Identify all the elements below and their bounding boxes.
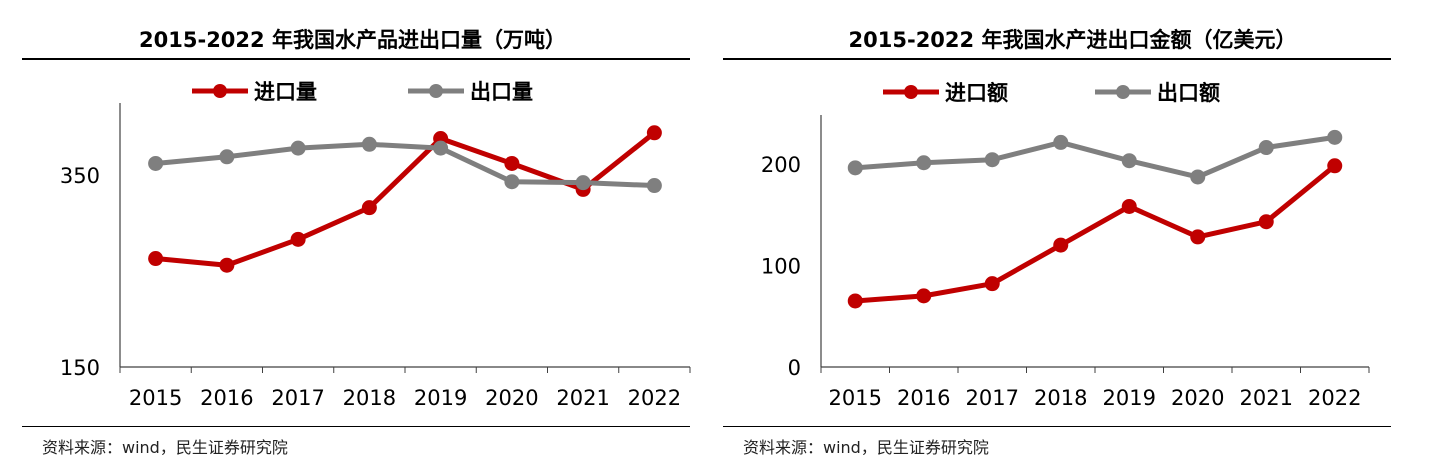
source-rule (723, 426, 1391, 427)
data-point (646, 125, 662, 141)
data-point (361, 136, 377, 152)
legend-label: 出口额 (1157, 81, 1220, 105)
data-point (916, 288, 932, 304)
x-tick-label: 2022 (628, 386, 681, 410)
data-point (847, 160, 863, 176)
x-tick-label: 2021 (1240, 386, 1293, 410)
y-tick-label: 100 (761, 254, 801, 278)
x-tick-label: 2016 (897, 386, 950, 410)
x-tick-label: 2015 (129, 386, 182, 410)
data-point (984, 152, 1000, 168)
import-export-volume-chart-panel: 2015-2022 年我国水产品进出口量（万吨） 2015 2016 2017 201… (0, 0, 705, 469)
series-line (855, 134, 1336, 180)
legend-label: 进口量 (254, 80, 317, 104)
legend-swatch-marker (904, 85, 918, 99)
x-tick-label: 2019 (1103, 386, 1156, 410)
y-tick-label: 150 (60, 356, 100, 380)
data-point (646, 178, 662, 194)
x-tick-label: 2022 (1308, 386, 1361, 410)
value-line-chart: 2015 2016 2017 2018 2019 2020 2021 2022 200 100 0 进… (761, 81, 1370, 410)
title-rule (22, 58, 690, 60)
legend-label: 出口量 (470, 80, 533, 104)
x-tick-label: 2020 (485, 386, 538, 410)
data-point (219, 257, 235, 273)
data-point (847, 293, 863, 309)
source-note: 资料来源：wind，民生证券研究院 (743, 438, 989, 457)
data-point (1053, 134, 1069, 150)
data-point (504, 174, 520, 190)
y-tick-label: 200 (761, 153, 801, 177)
x-tick-label: 2017 (966, 386, 1019, 410)
data-point (1190, 229, 1206, 245)
y-tick-label: 350 (60, 164, 100, 188)
chart-title: 2015-2022 年我国水产进出口金额（亿美元） (848, 28, 1297, 52)
x-tick-label: 2020 (1171, 386, 1224, 410)
legend-swatch-marker (429, 84, 443, 98)
data-point (916, 155, 932, 171)
source-rule (22, 426, 690, 427)
data-point (219, 149, 235, 165)
x-tick-label: 2015 (829, 386, 882, 410)
data-point (1121, 153, 1137, 169)
source-note: 资料来源：wind，民生证券研究院 (42, 438, 288, 457)
legend-swatch-marker (1116, 85, 1130, 99)
data-point (504, 155, 520, 171)
data-point (984, 276, 1000, 292)
import-export-value-chart-panel: 2015-2022 年我国水产进出口金额（亿美元） 2015 2016 2017 20… (715, 0, 1430, 469)
data-point (433, 140, 449, 156)
x-tick-label: 2016 (200, 386, 253, 410)
data-point (290, 140, 306, 156)
data-point (575, 175, 591, 191)
title-rule (723, 58, 1391, 60)
data-point (1258, 214, 1274, 230)
data-point (1121, 198, 1137, 214)
data-point (148, 155, 164, 171)
data-point (1053, 237, 1069, 253)
data-point (290, 231, 306, 247)
data-point (1190, 169, 1206, 185)
volume-line-chart: 2015 2016 2017 2018 2019 2020 2021 2022 350 150 进口… (60, 80, 691, 410)
x-tick-label: 2018 (1034, 386, 1087, 410)
series-line (855, 163, 1337, 304)
x-tick-label: 2021 (556, 386, 609, 410)
series-line (155, 141, 655, 189)
series-line (155, 130, 656, 268)
x-tick-label: 2019 (414, 386, 467, 410)
x-tick-label: 2017 (271, 386, 324, 410)
data-point (148, 251, 164, 267)
y-tick-label: 0 (788, 356, 801, 380)
legend-label: 进口额 (945, 81, 1008, 105)
x-tick-label: 2018 (343, 386, 396, 410)
data-point (1327, 129, 1343, 145)
legend-swatch-marker (213, 84, 227, 98)
data-point (361, 200, 377, 216)
data-point (1327, 158, 1343, 174)
data-point (1258, 140, 1274, 156)
chart-title: 2015-2022 年我国水产品进出口量（万吨） (139, 28, 566, 52)
